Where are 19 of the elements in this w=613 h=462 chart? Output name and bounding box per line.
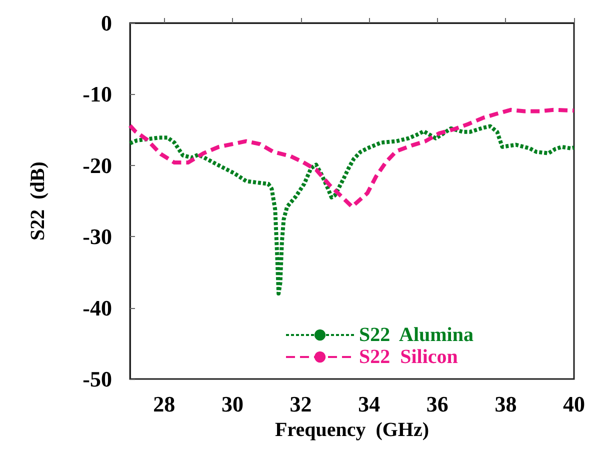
- x-axis-title: Frequency (GHz): [274, 418, 430, 441]
- y-tick-label: -20: [82, 152, 112, 178]
- legend-label: S22 Alumina: [359, 324, 474, 346]
- x-tick-label: 30: [221, 392, 244, 416]
- x-tick-label: 32: [290, 392, 312, 416]
- y-tick-label: -50: [82, 366, 112, 392]
- x-tick-label: 28: [153, 392, 176, 416]
- legend-label: S22 Silicon: [359, 346, 458, 368]
- y-tick-label: -40: [82, 295, 112, 320]
- x-tick-label: 36: [426, 392, 448, 416]
- x-tick-label: 34: [358, 392, 380, 416]
- y-tick-label: -30: [82, 224, 112, 250]
- y-tick-label: 0: [101, 10, 112, 36]
- x-tick-label: 40: [563, 392, 585, 416]
- x-tick-label: 38: [494, 392, 517, 416]
- y-axis-title: S22 (dB): [27, 162, 49, 240]
- line-series: [128, 108, 576, 209]
- y-tick-label: -10: [82, 82, 112, 107]
- line-series: [128, 124, 576, 296]
